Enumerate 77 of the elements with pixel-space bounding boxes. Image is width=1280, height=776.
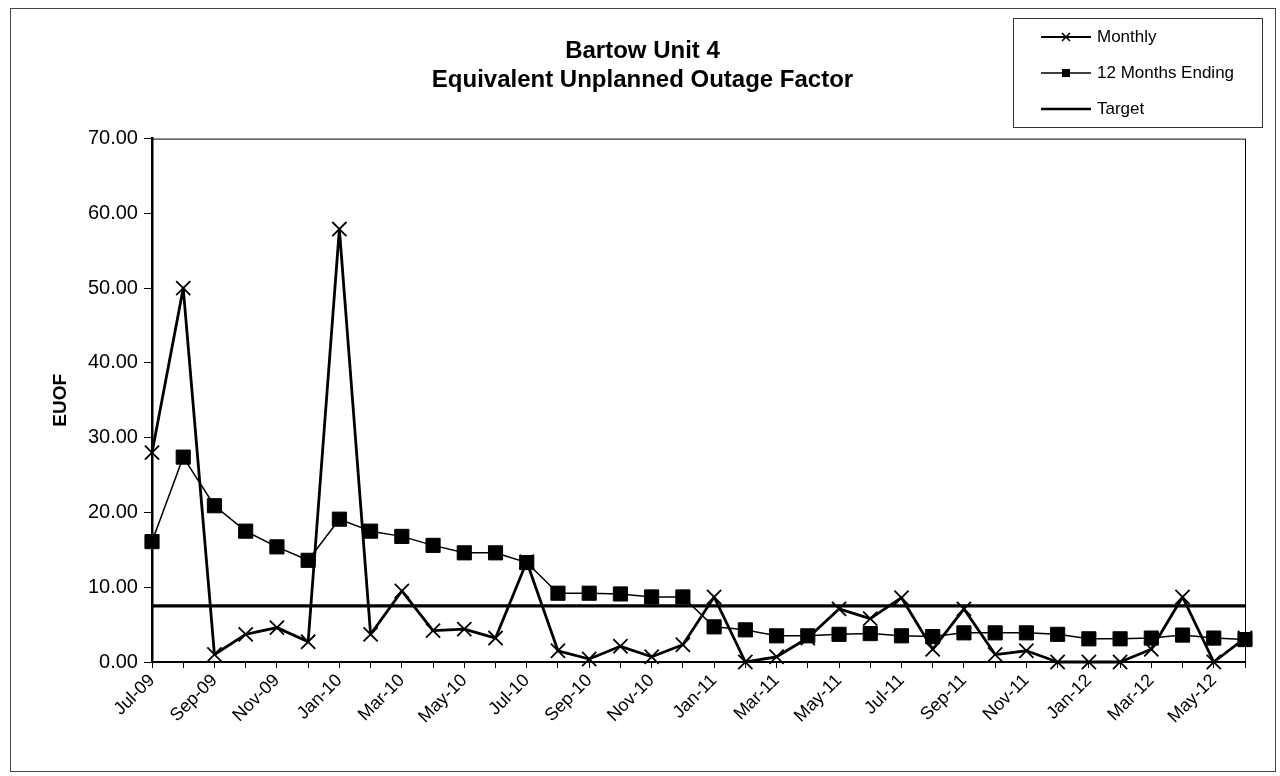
point bbox=[331, 221, 348, 238]
point bbox=[612, 638, 629, 655]
point bbox=[956, 625, 972, 641]
point bbox=[456, 621, 473, 638]
point bbox=[175, 449, 191, 465]
point bbox=[675, 589, 691, 605]
point bbox=[487, 630, 504, 647]
point bbox=[737, 654, 754, 670]
point bbox=[706, 588, 723, 605]
point bbox=[1018, 642, 1035, 659]
point bbox=[425, 622, 442, 639]
point bbox=[893, 589, 910, 606]
point bbox=[362, 626, 379, 643]
point bbox=[300, 633, 317, 650]
point bbox=[331, 511, 347, 527]
y-tick-label: 20.00 bbox=[87, 499, 138, 522]
point bbox=[769, 628, 785, 644]
point bbox=[550, 585, 566, 601]
point bbox=[706, 619, 722, 635]
point bbox=[831, 600, 847, 617]
point bbox=[987, 625, 1003, 641]
point bbox=[206, 646, 223, 663]
point bbox=[955, 600, 972, 617]
y-tick-label: 60.00 bbox=[87, 200, 138, 223]
point bbox=[269, 539, 285, 555]
point bbox=[612, 586, 628, 602]
point bbox=[1050, 626, 1066, 642]
y-tick-label: 70.00 bbox=[87, 126, 138, 149]
y-tick-label: 0.00 bbox=[99, 649, 138, 672]
point bbox=[1174, 627, 1191, 643]
point bbox=[768, 648, 785, 665]
point bbox=[987, 646, 1004, 663]
y-tick-label: 40.00 bbox=[87, 350, 138, 373]
point bbox=[1143, 641, 1160, 658]
point bbox=[1081, 631, 1097, 647]
point bbox=[1018, 625, 1034, 641]
point bbox=[581, 651, 598, 667]
point bbox=[394, 528, 410, 544]
point bbox=[238, 523, 254, 539]
point bbox=[862, 610, 879, 627]
y-axis-title: EUOF bbox=[48, 373, 70, 427]
legend-label: Monthly bbox=[1097, 27, 1157, 47]
point bbox=[206, 498, 223, 514]
point bbox=[1206, 630, 1222, 646]
point bbox=[1049, 654, 1066, 670]
point bbox=[1174, 588, 1191, 605]
point bbox=[893, 628, 910, 644]
point bbox=[487, 545, 504, 561]
point bbox=[175, 280, 192, 297]
point bbox=[425, 537, 441, 553]
point bbox=[144, 444, 160, 461]
chart-subtitle: Equivalent Unplanned Outage Factor bbox=[431, 64, 854, 92]
point bbox=[831, 626, 847, 642]
point bbox=[737, 622, 753, 638]
point bbox=[1205, 654, 1222, 670]
point bbox=[237, 626, 254, 643]
y-tick-label: 50.00 bbox=[87, 275, 138, 298]
point bbox=[1112, 631, 1128, 647]
y-tick-label: 10.00 bbox=[87, 574, 138, 597]
point bbox=[456, 545, 472, 561]
legend-label: 12 Months Ending bbox=[1097, 63, 1235, 83]
point bbox=[674, 636, 691, 653]
point bbox=[924, 641, 941, 658]
point bbox=[268, 619, 285, 636]
point bbox=[393, 583, 410, 599]
point bbox=[1112, 654, 1129, 670]
point bbox=[643, 648, 660, 665]
point bbox=[1080, 654, 1097, 670]
point bbox=[581, 585, 597, 601]
point bbox=[363, 523, 379, 539]
point bbox=[862, 626, 878, 642]
chart-title: Bartow Unit 4 bbox=[565, 36, 721, 64]
point bbox=[550, 642, 566, 659]
y-tick-label: 30.00 bbox=[87, 425, 138, 448]
point bbox=[144, 534, 160, 550]
point bbox=[644, 589, 660, 605]
legend-label: Target bbox=[1097, 99, 1145, 119]
